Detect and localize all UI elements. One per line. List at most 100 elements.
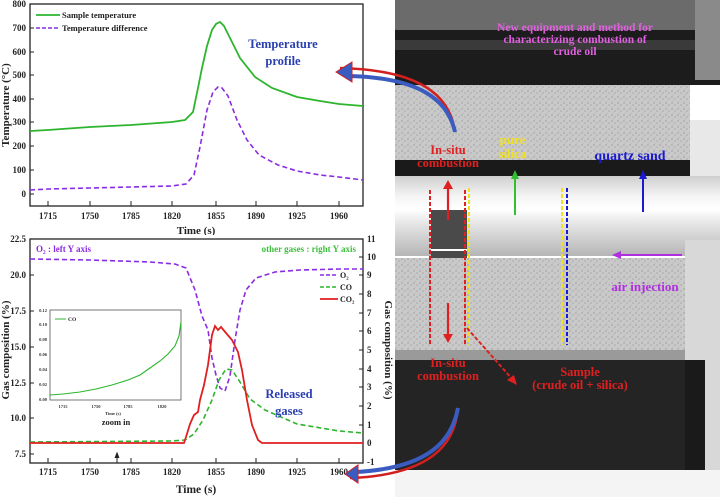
inset-x-tick: 1820: [158, 404, 168, 409]
photo-title: New equipment and method for characteriz…: [475, 22, 675, 58]
y-tick-right: -1: [367, 457, 375, 467]
legend-temperature-difference: Temperature difference: [62, 23, 148, 33]
inset-co-line: [49, 321, 182, 396]
x-tick: 1855: [207, 211, 226, 221]
legend: O₂ CO CO₂: [320, 271, 355, 304]
quartz-sand-label: quartz sand: [594, 149, 666, 164]
x-tick: 1785: [122, 211, 141, 221]
label-line: (crude oil + silica): [532, 378, 628, 393]
inset-co-chart: 0.00 0.02 0.04 0.06 0.08 0.10 0.12 1715 …: [39, 308, 182, 427]
y-tick-right: 4: [367, 364, 372, 374]
inset-x-tick: 1750: [92, 404, 102, 409]
label-line: In-situ: [430, 356, 466, 370]
inset-x-tick: 1715: [59, 404, 69, 409]
legend: Sample temperature Temperature differenc…: [36, 10, 148, 33]
y-tick-right: 11: [367, 234, 376, 244]
air-injection-arrow: [612, 251, 682, 259]
label-line: Sample: [560, 365, 600, 379]
x-tick: 1820: [163, 467, 182, 477]
photo-title-line-3: crude oil: [553, 46, 597, 59]
y-tick: 400: [13, 94, 27, 104]
y-tick-left: 10.0: [10, 413, 26, 423]
air-injection-label: air injection: [611, 279, 679, 294]
photo-title-line-1: New equipment and method for: [497, 22, 653, 34]
inset-x-axis-title: Time (s): [105, 411, 121, 416]
co2-line: [30, 324, 363, 444]
y-tick-right: 6: [367, 326, 372, 336]
inset-y-tick: 0.02: [39, 382, 48, 387]
inset-x-tick: 1785: [124, 404, 134, 409]
x-tick: 1855: [207, 467, 226, 477]
x-tick: 1925: [288, 211, 307, 221]
y-tick-right: 0: [367, 438, 372, 448]
o2-axis-note: O₂ : left Y axis: [36, 244, 92, 254]
combustion-down-arrow: [443, 303, 453, 343]
plot-frame: [29, 238, 364, 464]
sample-label: Sample (crude oil + silica): [510, 365, 650, 393]
legend-o2: O₂: [340, 271, 349, 280]
x-tick: 1785: [122, 467, 141, 477]
legend-co2: CO₂: [340, 295, 355, 304]
label-line: combustion: [417, 156, 479, 171]
y-tick-left: 15.0: [10, 342, 26, 352]
y-tick: 100: [13, 165, 27, 175]
x-tick: 1715: [39, 467, 58, 477]
sample-temperature-line: [29, 20, 364, 132]
zoom-in-caption: zoom in: [102, 417, 131, 427]
x-axis-title: Time (s): [176, 484, 217, 496]
inset-y-tick: 0.04: [39, 367, 48, 372]
y-tick-left: 12.5: [10, 378, 26, 388]
y-axis-title: Temperature (°C): [0, 63, 12, 147]
sample-pointer-arrow: [466, 327, 517, 385]
inset-y-tick: 0.12: [39, 308, 48, 313]
y-tick-left: 20.0: [10, 270, 26, 280]
y-tick: 300: [13, 117, 27, 127]
gas-composition-chart: 7.5 10.0 12.5 15.0 17.5 20.0 22.5 -1 0 1…: [0, 234, 394, 496]
x-tick: 1750: [81, 211, 100, 221]
inset-legend-co: CO: [68, 317, 77, 323]
y-tick: 800: [13, 0, 27, 9]
temperature-profile-label: Temperature: [248, 37, 318, 51]
temperature-chart: 0 100 200 300 400 500 600 700 800 1715 1…: [0, 0, 364, 235]
other-gases-axis-note: other gases : right Y axis: [262, 244, 357, 254]
y-tick: 700: [13, 23, 27, 33]
y-tick-right: 10: [367, 252, 377, 262]
y-tick-right: 3: [367, 382, 372, 392]
x-tick: 1820: [163, 211, 182, 221]
inset-y-tick: 0.00: [39, 397, 48, 402]
y-tick-left: 17.5: [10, 306, 26, 316]
plot-frame: [29, 3, 364, 207]
temperature-profile-label-2: profile: [265, 54, 301, 68]
y-tick: 500: [13, 70, 27, 80]
x-tick: 1890: [247, 467, 266, 477]
x-tick: 1715: [39, 211, 58, 221]
released-gases-label-2: gases: [275, 404, 303, 418]
photo-title-line-2: characterizing combustion of: [503, 34, 647, 47]
y-tick-right: 9: [367, 270, 372, 280]
y-tick: 200: [13, 141, 27, 151]
x-tick: 1890: [247, 211, 266, 221]
released-gases-label: Released: [265, 387, 312, 401]
x-axis-title: Time (s): [177, 225, 216, 235]
label-line: combustion: [417, 369, 479, 384]
y-tick-left: 22.5: [10, 234, 26, 244]
inset-y-tick: 0.08: [39, 337, 48, 342]
y-tick-right: 8: [367, 289, 372, 299]
legend-sample-temperature: Sample temperature: [62, 10, 136, 20]
temperature-difference-line: [29, 86, 364, 191]
y-tick: 600: [13, 47, 27, 57]
y-tick-right: 5: [367, 345, 372, 355]
y-axis-title-left: Gas composition (%): [0, 300, 12, 399]
x-tick: 1750: [81, 467, 100, 477]
inset-y-tick: 0.10: [39, 322, 48, 327]
x-tick: 1960: [330, 211, 349, 221]
y-tick-right: 7: [367, 308, 372, 318]
label-line: silica: [498, 145, 527, 161]
y-tick: 0: [22, 189, 27, 199]
up-arrow-marker: [114, 451, 120, 463]
label-line: pure: [499, 132, 526, 147]
quartz-arrow: [639, 170, 647, 212]
x-tick: 1925: [288, 467, 307, 477]
y-axis-title-right: Gas composition (%): [382, 301, 394, 400]
o2-line: [29, 258, 363, 393]
